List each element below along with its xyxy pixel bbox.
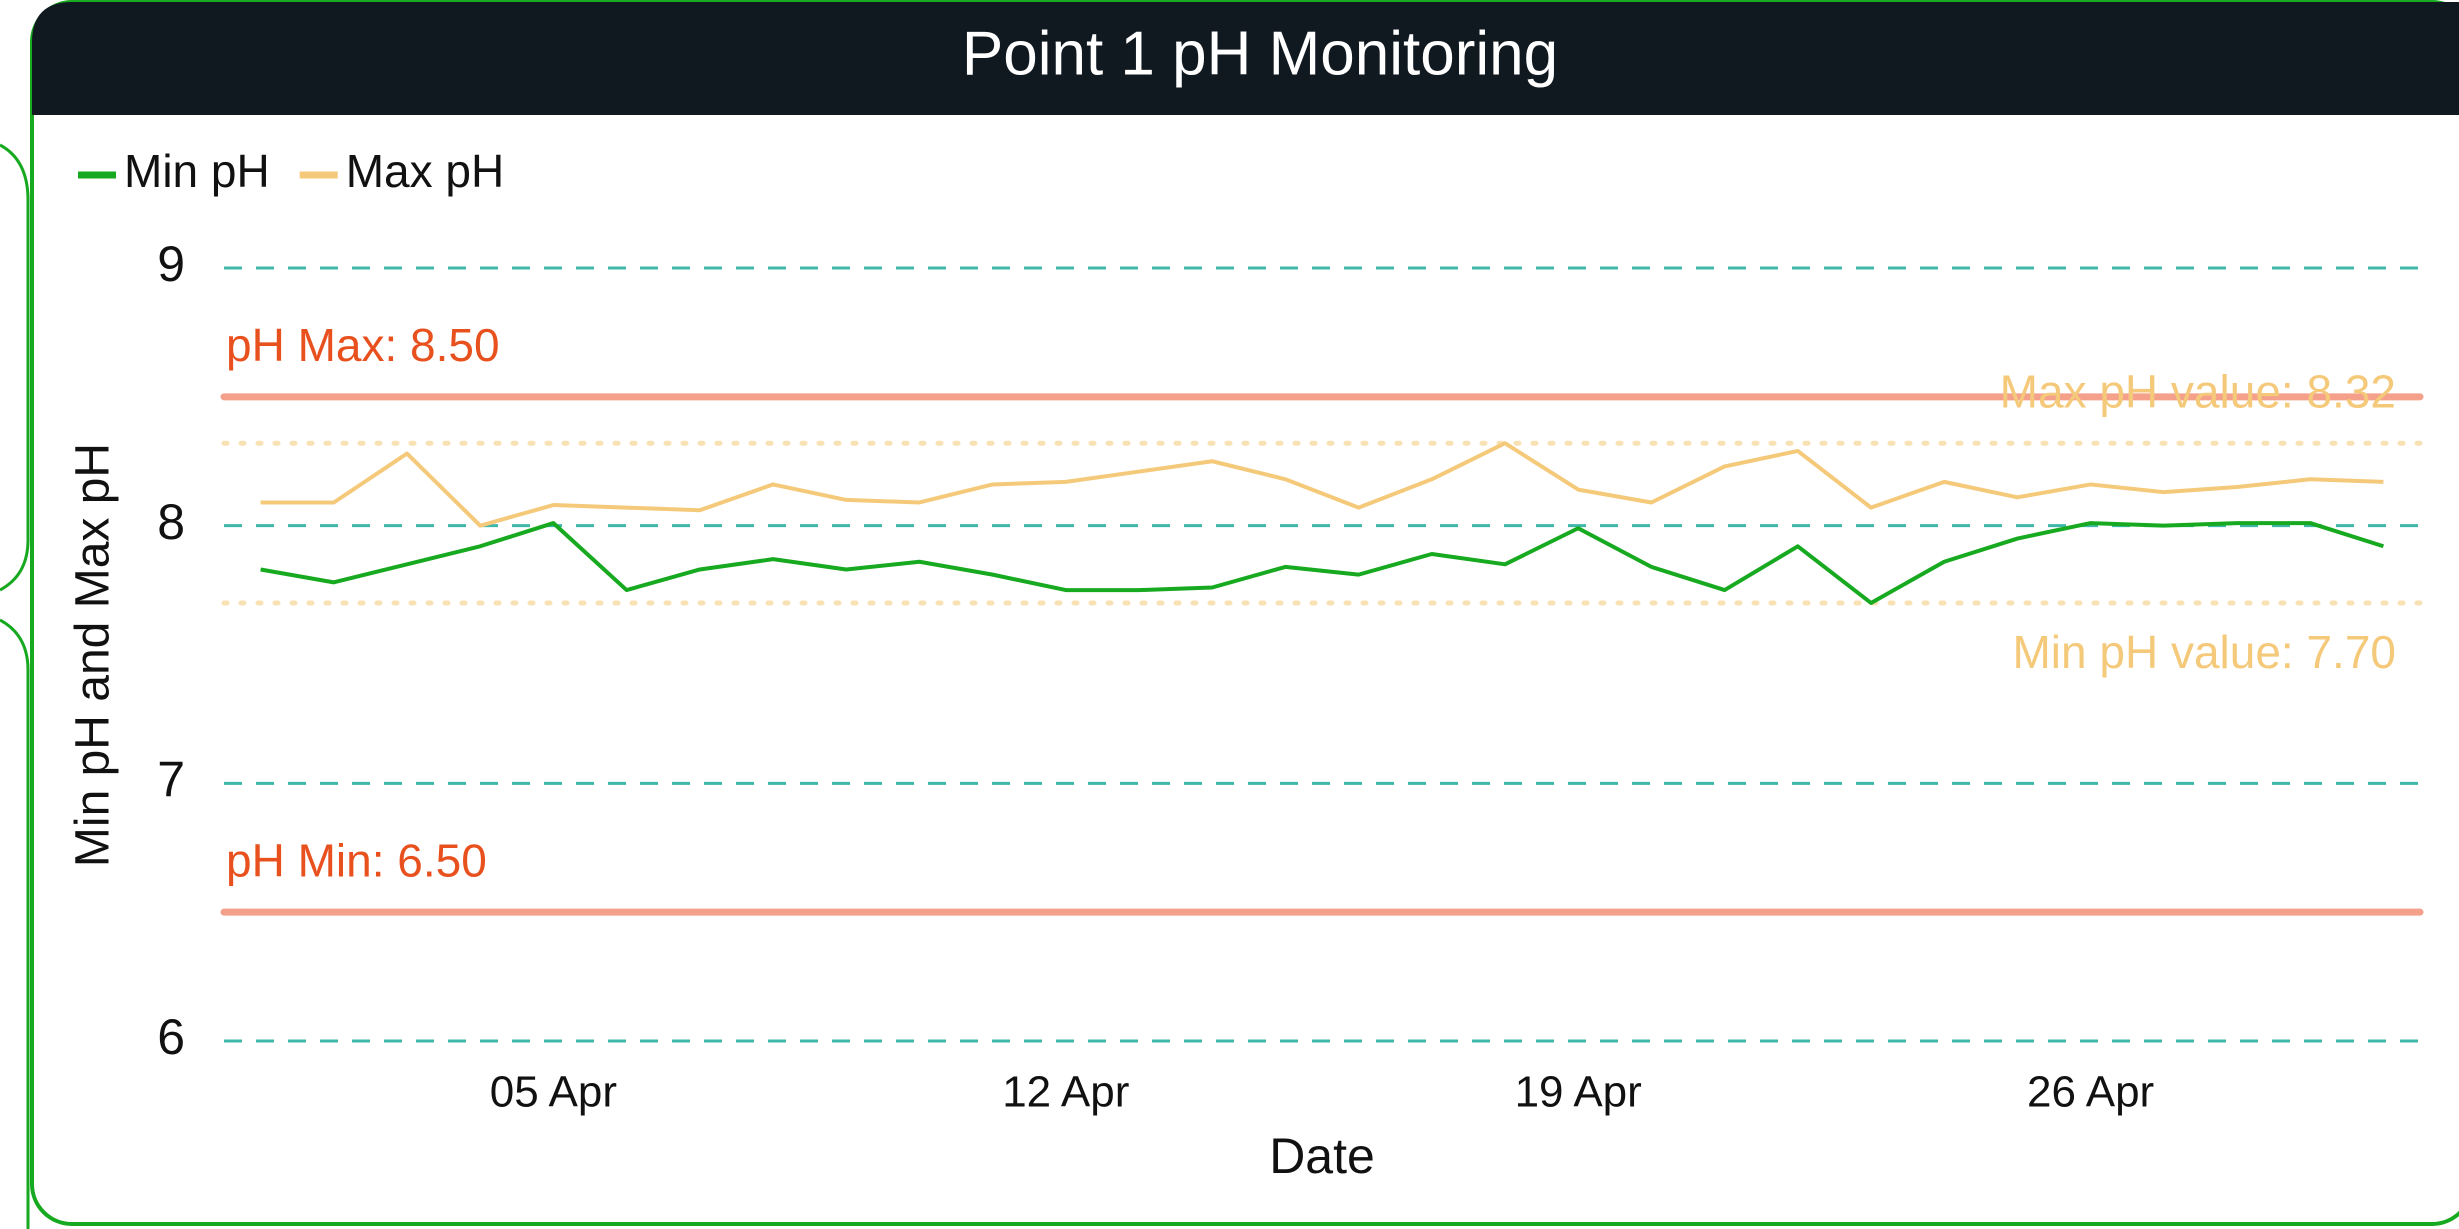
- y-tick-label: 7: [157, 752, 185, 808]
- y-axis-label: Min pH and Max pH: [67, 443, 120, 867]
- reference-label: pH Min: 6.50: [226, 834, 487, 886]
- series-line: [260, 441, 2384, 528]
- y-tick-label: 6: [157, 1009, 185, 1065]
- x-axis-label: Date: [1269, 1128, 1375, 1184]
- legend-label: Min pH: [124, 145, 270, 197]
- y-tick-label: 8: [157, 494, 185, 550]
- reference-label: Min pH value: 7.70: [2012, 626, 2396, 678]
- x-tick-label: 19 Apr: [1515, 1068, 1642, 1117]
- x-tick-label: 12 Apr: [1002, 1068, 1129, 1117]
- reference-label: pH Max: 8.50: [226, 319, 500, 371]
- header: [32, 2, 2459, 115]
- x-tick-label: 05 Apr: [490, 1068, 617, 1117]
- decor: [0, 618, 30, 1229]
- reference-label: Max pH value: 8.32: [2000, 365, 2396, 417]
- y-tick-label: 9: [157, 236, 185, 292]
- decor: [0, 143, 30, 592]
- chart-title: Point 1 pH Monitoring: [962, 19, 1558, 88]
- legend-label: Max pH: [346, 145, 504, 197]
- x-tick-label: 26 Apr: [2027, 1068, 2154, 1117]
- series-line: [260, 521, 2385, 605]
